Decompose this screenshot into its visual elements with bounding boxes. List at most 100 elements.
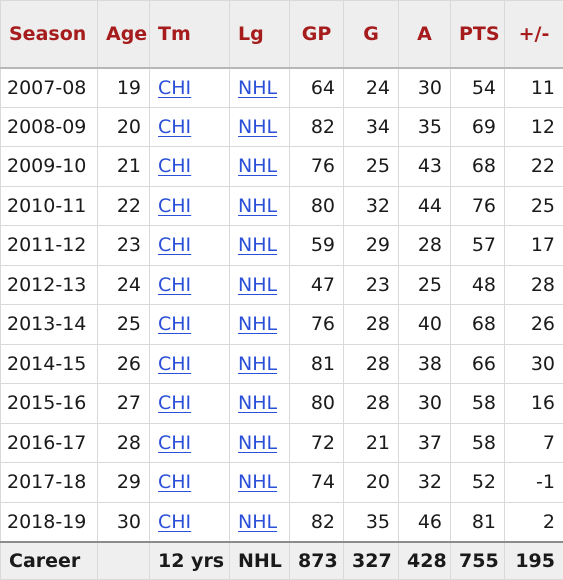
- cell-games-played: 80: [289, 185, 344, 226]
- cell-season: 2007-08: [0, 67, 98, 108]
- cell-plus-minus: 22: [504, 146, 563, 187]
- cell-points: 81: [450, 501, 505, 542]
- career-label: Career: [0, 540, 98, 580]
- cell-plus-minus: -1: [504, 462, 563, 503]
- column-header-games-played[interactable]: GP: [289, 0, 344, 69]
- league-cell: NHL: [229, 422, 290, 463]
- cell-assists: 35: [398, 106, 451, 147]
- league-cell: NHL: [229, 185, 290, 226]
- cell-season: 2008-09: [0, 106, 98, 147]
- column-header-league[interactable]: Lg: [229, 0, 290, 69]
- cell-assists: 43: [398, 146, 451, 187]
- team-link[interactable]: CHI: [158, 234, 192, 257]
- league-link[interactable]: NHL: [238, 273, 278, 296]
- cell-points: 76: [450, 185, 505, 226]
- cell-goals: 21: [343, 422, 399, 463]
- league-link[interactable]: NHL: [238, 115, 278, 138]
- team-cell: CHI: [149, 225, 230, 266]
- cell-season: 2016-17: [0, 422, 98, 463]
- cell-age: 19: [97, 67, 150, 108]
- cell-assists: 38: [398, 343, 451, 384]
- career-league: NHL: [229, 540, 290, 580]
- cell-season: 2018-19: [0, 501, 98, 542]
- column-header-team[interactable]: Tm: [149, 0, 230, 69]
- team-cell: CHI: [149, 383, 230, 424]
- cell-points: 68: [450, 304, 505, 345]
- cell-goals: 25: [343, 146, 399, 187]
- league-cell: NHL: [229, 264, 290, 305]
- league-cell: NHL: [229, 304, 290, 345]
- cell-points: 52: [450, 462, 505, 503]
- cell-points: 54: [450, 67, 505, 108]
- column-header-age[interactable]: Age: [97, 0, 150, 69]
- league-link[interactable]: NHL: [238, 313, 278, 336]
- column-header-goals[interactable]: G: [343, 0, 399, 69]
- team-cell: CHI: [149, 106, 230, 147]
- team-link[interactable]: CHI: [158, 115, 192, 138]
- team-link[interactable]: CHI: [158, 76, 192, 99]
- table-row: 2011-12 23 CHI NHL 59 29 28 57 17: [0, 225, 563, 266]
- cell-plus-minus: 11: [504, 67, 563, 108]
- cell-games-played: 59: [289, 225, 344, 266]
- league-link[interactable]: NHL: [238, 194, 278, 217]
- table-row: 2010-11 22 CHI NHL 80 32 44 76 25: [0, 185, 563, 226]
- cell-plus-minus: 28: [504, 264, 563, 305]
- team-cell: CHI: [149, 304, 230, 345]
- cell-season: 2009-10: [0, 146, 98, 187]
- cell-plus-minus: 17: [504, 225, 563, 266]
- cell-games-played: 82: [289, 106, 344, 147]
- cell-assists: 30: [398, 67, 451, 108]
- team-link[interactable]: CHI: [158, 273, 192, 296]
- cell-goals: 32: [343, 185, 399, 226]
- cell-age: 21: [97, 146, 150, 187]
- team-link[interactable]: CHI: [158, 471, 192, 494]
- team-link[interactable]: CHI: [158, 155, 192, 178]
- cell-games-played: 80: [289, 383, 344, 424]
- league-link[interactable]: NHL: [238, 76, 278, 99]
- cell-points: 57: [450, 225, 505, 266]
- cell-season: 2017-18: [0, 462, 98, 503]
- cell-goals: 28: [343, 383, 399, 424]
- cell-season: 2013-14: [0, 304, 98, 345]
- league-link[interactable]: NHL: [238, 431, 278, 454]
- cell-points: 58: [450, 422, 505, 463]
- team-link[interactable]: CHI: [158, 431, 192, 454]
- cell-assists: 32: [398, 462, 451, 503]
- table-row: 2014-15 26 CHI NHL 81 28 38 66 30: [0, 343, 563, 384]
- team-link[interactable]: CHI: [158, 352, 192, 375]
- column-header-season[interactable]: Season: [0, 0, 98, 69]
- league-link[interactable]: NHL: [238, 392, 278, 415]
- cell-points: 66: [450, 343, 505, 384]
- team-link[interactable]: CHI: [158, 392, 192, 415]
- career-points: 755: [450, 540, 505, 580]
- cell-games-played: 47: [289, 264, 344, 305]
- column-header-assists[interactable]: A: [398, 0, 451, 69]
- cell-assists: 44: [398, 185, 451, 226]
- table-row: 2012-13 24 CHI NHL 47 23 25 48 28: [0, 264, 563, 305]
- career-goals: 327: [343, 540, 399, 580]
- league-link[interactable]: NHL: [238, 510, 278, 533]
- team-link[interactable]: CHI: [158, 510, 192, 533]
- league-link[interactable]: NHL: [238, 471, 278, 494]
- career-games-played: 873: [289, 540, 344, 580]
- table-row: 2017-18 29 CHI NHL 74 20 32 52 -1: [0, 462, 563, 503]
- league-cell: NHL: [229, 67, 290, 108]
- team-link[interactable]: CHI: [158, 194, 192, 217]
- column-header-points[interactable]: PTS: [450, 0, 505, 69]
- column-header-plus-minus[interactable]: +/-: [504, 0, 563, 69]
- table-row: 2018-19 30 CHI NHL 82 35 46 81 2: [0, 501, 563, 542]
- team-link[interactable]: CHI: [158, 313, 192, 336]
- league-cell: NHL: [229, 343, 290, 384]
- cell-age: 25: [97, 304, 150, 345]
- team-cell: CHI: [149, 264, 230, 305]
- cell-games-played: 64: [289, 67, 344, 108]
- cell-age: 24: [97, 264, 150, 305]
- cell-assists: 37: [398, 422, 451, 463]
- table-row: 2009-10 21 CHI NHL 76 25 43 68 22: [0, 146, 563, 187]
- league-link[interactable]: NHL: [238, 155, 278, 178]
- cell-assists: 40: [398, 304, 451, 345]
- league-link[interactable]: NHL: [238, 352, 278, 375]
- table-body: 2007-08 19 CHI NHL 64 24 30 54 11 2008-09 20 CHI NHL…: [0, 67, 563, 542]
- league-link[interactable]: NHL: [238, 234, 278, 257]
